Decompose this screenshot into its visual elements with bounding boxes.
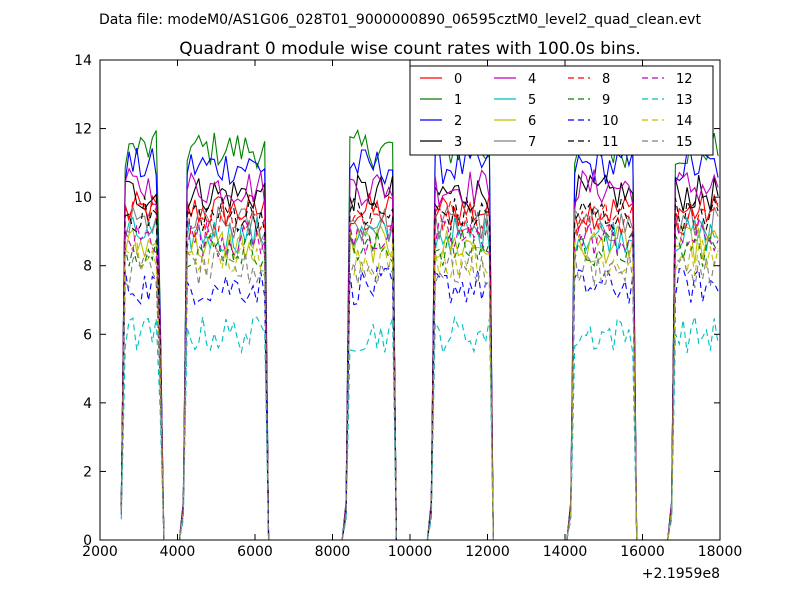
- legend-label-11: 11: [602, 135, 619, 150]
- x-tick-label: 4000: [160, 544, 196, 560]
- y-tick-label: 8: [83, 259, 92, 275]
- x-offset-label: +2.1959e8: [642, 566, 720, 582]
- x-tick-label: 8000: [315, 544, 351, 560]
- data-file-title: Data file: modeM0/AS1G06_028T01_90000008…: [99, 12, 701, 28]
- y-tick-label: 14: [74, 53, 92, 69]
- legend-label-13: 13: [676, 93, 693, 108]
- chart-title: Quadrant 0 module wise count rates with …: [179, 39, 640, 59]
- y-tick-label: 12: [74, 122, 92, 138]
- series-line-12: [120, 219, 719, 540]
- legend-label-3: 3: [454, 135, 462, 150]
- tick-layer: 2000 4000 6000 8000 10000 12000 14000 16000 1800…: [74, 53, 742, 560]
- legend-box: [409, 65, 714, 156]
- legend-label-12: 12: [676, 72, 693, 87]
- legend-label-1: 1: [454, 93, 462, 108]
- series-line-3: [120, 173, 719, 540]
- y-tick-label: 0: [83, 533, 92, 549]
- y-tick-label: 6: [83, 327, 92, 343]
- series-line-10: [120, 265, 719, 540]
- legend-label-6: 6: [528, 114, 536, 129]
- series-line-1: [120, 128, 719, 540]
- legend-label-8: 8: [602, 72, 610, 87]
- x-tick-label: 6000: [237, 544, 273, 560]
- legend-label-5: 5: [528, 93, 536, 108]
- x-tick-label: 18000: [698, 544, 743, 560]
- y-tick-label: 2: [83, 464, 92, 480]
- x-tick-label: 2000: [82, 544, 118, 560]
- series-line-8: [120, 199, 719, 540]
- legend-label-9: 9: [602, 93, 610, 108]
- x-tick-label: 10000: [388, 544, 433, 560]
- series-line-14: [120, 239, 719, 540]
- legend-label-2: 2: [454, 114, 462, 129]
- series-line-5: [120, 216, 719, 540]
- plot-area: 2000 4000 6000 8000 10000 12000 14000 16000 1800…: [74, 53, 742, 560]
- legend-label-0: 0: [454, 72, 462, 87]
- legend-label-7: 7: [528, 135, 536, 150]
- series-line-13: [120, 315, 719, 540]
- y-tick-label: 10: [74, 190, 92, 206]
- series-line-15: [120, 249, 719, 540]
- series-line-11: [120, 196, 719, 540]
- y-tick-label: 4: [83, 396, 92, 412]
- legend-label-10: 10: [602, 114, 619, 129]
- legend-label-4: 4: [528, 72, 536, 87]
- series-line-4: [120, 167, 719, 540]
- series-layer: [120, 128, 719, 540]
- x-tick-label: 12000: [465, 544, 510, 560]
- series-line-7: [120, 206, 719, 540]
- x-tick-label: 16000: [620, 544, 665, 560]
- legend-label-14: 14: [676, 114, 693, 129]
- x-tick-label: 14000: [543, 544, 588, 560]
- legend-label-15: 15: [676, 135, 693, 150]
